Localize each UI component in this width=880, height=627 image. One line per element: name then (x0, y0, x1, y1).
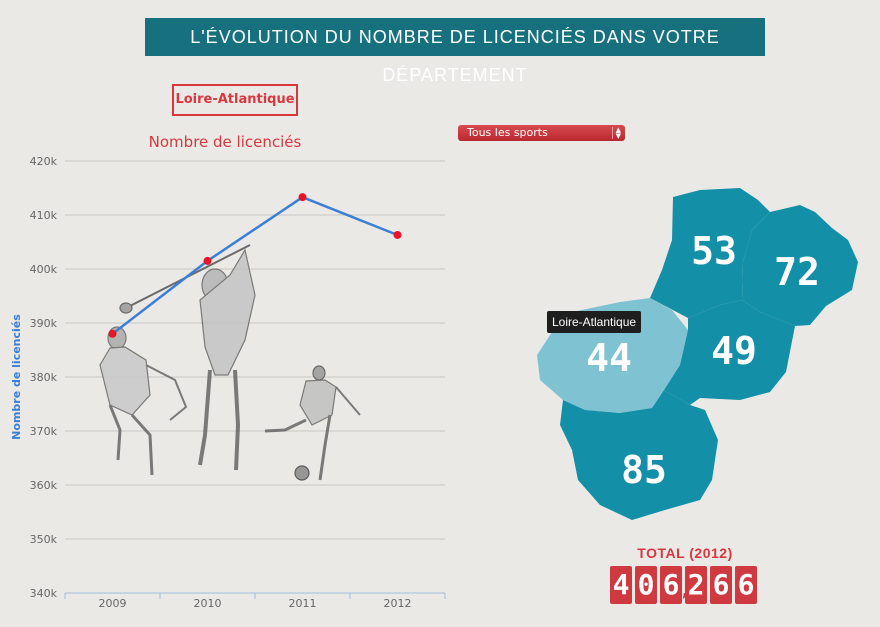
map-region-49[interactable] (664, 300, 795, 405)
data-point[interactable] (298, 193, 307, 202)
map-tooltip: Loire-Atlantique (547, 311, 642, 333)
y-tick-label: 410k (30, 209, 58, 222)
x-tick-label: 2011 (289, 597, 317, 610)
x-tick-label: 2010 (194, 597, 222, 610)
y-tick-label: 360k (30, 479, 58, 492)
page-title: L'ÉVOLUTION DU NOMBRE DE LICENCIÉS DANS … (145, 18, 765, 85)
y-tick-label: 390k (30, 317, 58, 330)
y-axis-label: Nombre de licenciés (10, 314, 23, 440)
line-chart: Nombre de licenciés Nombre de licenciés … (10, 133, 446, 610)
total-label: TOTAL (2012) (637, 545, 733, 561)
data-point[interactable] (203, 256, 212, 265)
department-button[interactable]: Loire-Atlantique (172, 84, 298, 116)
data-point[interactable] (393, 230, 402, 239)
x-tick-label: 2012 (384, 597, 412, 610)
sport-select-value: Tous les sports (467, 126, 548, 139)
series-line (111, 195, 398, 335)
sports-illustration (99, 244, 361, 481)
data-point[interactable] (108, 329, 117, 338)
updown-arrow-icon: ▲ ▼ (612, 127, 621, 140)
y-tick-label: 370k (30, 425, 58, 438)
total-digit: 6 (710, 566, 732, 604)
map-region-72[interactable] (742, 205, 858, 326)
total-digit: 6 (735, 566, 757, 604)
total-digit: 0 (635, 566, 657, 604)
y-tick-label: 380k (30, 371, 58, 384)
total-digit: 2 (685, 566, 707, 604)
y-tick-label: 400k (30, 263, 58, 276)
x-tick-label: 2009 (99, 597, 127, 610)
y-tick-label: 350k (30, 533, 58, 546)
total-counter: 406,266 (610, 566, 757, 604)
sport-select[interactable]: Tous les sports ▲ ▼ (458, 125, 625, 141)
total-digit: 6 (660, 566, 682, 604)
y-tick-label: 340k (30, 587, 58, 600)
total-separator: , (681, 566, 688, 604)
y-tick-label: 420k (30, 155, 58, 168)
total-digit: 4 (610, 566, 632, 604)
map-region-53[interactable] (650, 188, 770, 318)
map-region-85[interactable] (560, 390, 718, 520)
chart-title: Nombre de licenciés (149, 133, 302, 151)
